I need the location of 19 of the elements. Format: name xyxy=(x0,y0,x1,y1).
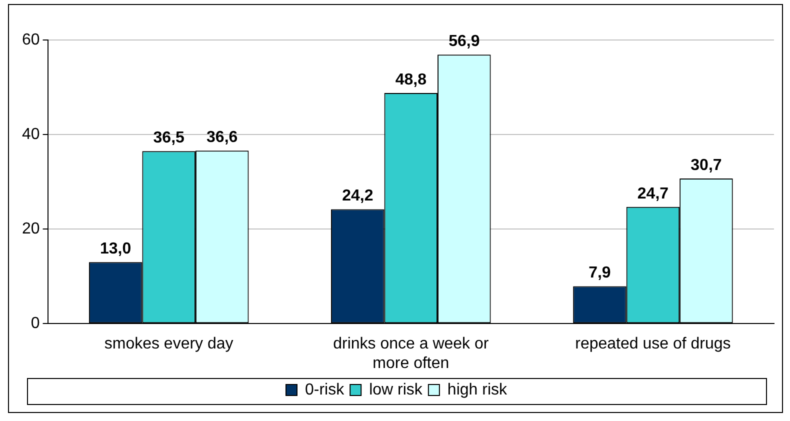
y-tick-label: 0 xyxy=(30,315,40,332)
y-tick-label: 20 xyxy=(22,220,40,238)
x-tick-label: repeated use of drugs xyxy=(575,336,731,353)
y-tick-label: 40 xyxy=(22,126,40,143)
legend-label: 0-risk xyxy=(304,381,346,398)
y-tick-label: 60 xyxy=(22,31,40,48)
data-label: 30,7 xyxy=(690,156,722,174)
data-label: 13,0 xyxy=(100,240,132,258)
data-label: 48,8 xyxy=(395,71,427,88)
data-label: 36,6 xyxy=(206,129,238,146)
data-label: 7,9 xyxy=(588,264,611,282)
x-tick-label: smokes every day xyxy=(104,336,234,353)
legend-label: high risk xyxy=(447,381,508,398)
data-label: 24,7 xyxy=(637,185,669,202)
legend-label: low risk xyxy=(369,381,424,398)
data-label: 24,2 xyxy=(342,188,374,205)
data-label: 56,9 xyxy=(448,33,480,50)
data-label: 36,5 xyxy=(153,129,185,146)
x-tick-label: drinks once a week or more often xyxy=(333,336,490,372)
